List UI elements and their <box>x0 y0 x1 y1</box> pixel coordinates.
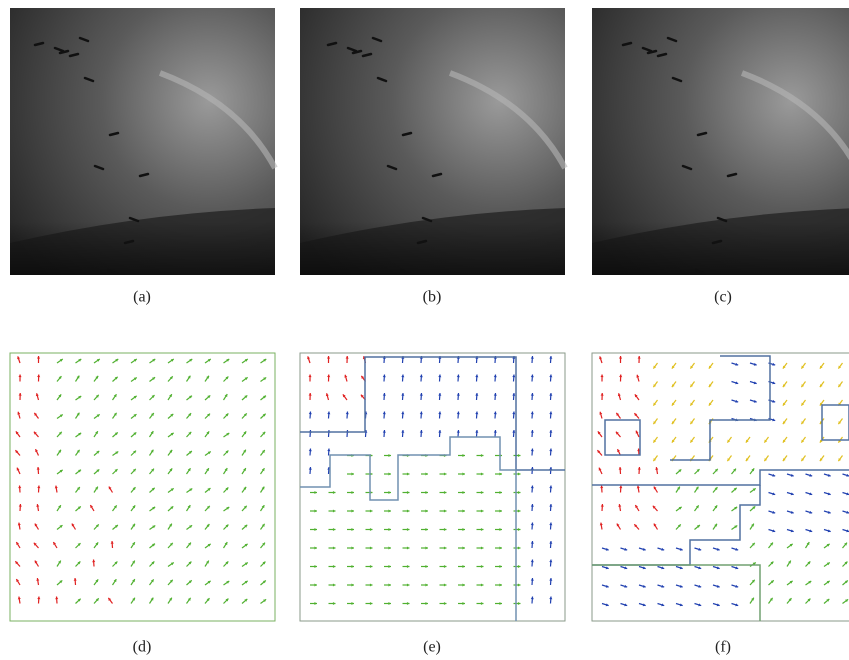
field-frame <box>592 353 849 621</box>
panel-label: (b) <box>423 289 442 306</box>
vector-field <box>592 353 849 621</box>
image-row <box>10 8 849 275</box>
figure: (a) (b) (c) (d) (e) (f) <box>0 0 849 660</box>
field-frame <box>300 353 565 621</box>
vector-field <box>10 353 275 621</box>
panel-label: (f) <box>715 639 731 656</box>
xray-image <box>300 8 565 275</box>
image-shade <box>10 8 275 275</box>
panel-label: (d) <box>133 639 152 656</box>
vector-field <box>300 353 565 621</box>
panel-label: (a) <box>133 289 151 306</box>
xray-image <box>592 8 849 275</box>
xray-image <box>10 8 275 275</box>
image-shade <box>300 8 565 275</box>
field-frame <box>10 353 275 621</box>
field-row <box>10 353 849 621</box>
image-shade <box>592 8 849 275</box>
panel-label: (e) <box>423 639 441 656</box>
panel-label: (c) <box>714 289 732 306</box>
